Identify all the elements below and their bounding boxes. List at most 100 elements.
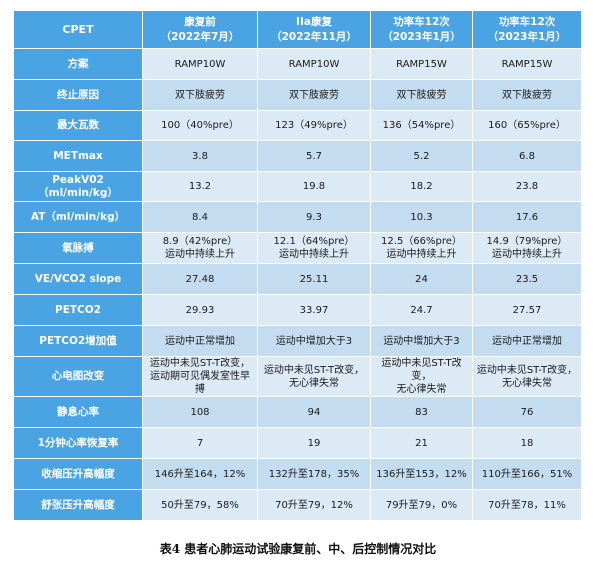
cell-line: 双下肢疲劳 <box>502 89 552 101</box>
table-cell: 运动中正常增加 <box>142 325 258 357</box>
cell-line: 70升至78，11% <box>488 499 566 511</box>
cell-line: RAMP10W <box>174 58 226 70</box>
cell-line: 运动中增加大于3 <box>383 335 460 347</box>
table-cell: 18 <box>472 427 582 459</box>
cell-line: 5.2 <box>413 150 430 162</box>
table-body: CPET 康复前 （2022年7月） IIa康复 （2022年11月） 功率车1… <box>13 10 582 521</box>
cell-line: 运动中持续上升 <box>492 249 562 260</box>
cell-line: 132升至178，35% <box>268 468 360 480</box>
cell-line: 33.97 <box>299 304 329 316</box>
row-label: PETCO2 <box>13 294 143 326</box>
table-cell: 5.7 <box>257 140 371 172</box>
cell-line: RAMP15W <box>396 58 447 70</box>
cell-line: 13.2 <box>188 181 212 192</box>
table-cell: 双下肢疲劳 <box>257 79 371 111</box>
table-row: 1分钟心率恢复率 7 19 21 18 <box>13 427 582 459</box>
table-cell: 10.3 <box>370 201 473 233</box>
table-cell: 79升至79，0% <box>370 489 473 521</box>
cell-line: 无心律失常 <box>289 377 339 389</box>
table-cell: 110升至166，51% <box>472 458 582 490</box>
cell-line: 运动中持续上升 <box>279 249 349 260</box>
table-cell: 12.1（64%pre） 运动中持续上升 <box>257 232 371 264</box>
header-row: CPET 康复前 （2022年7月） IIa康复 （2022年11月） 功率车1… <box>13 10 582 49</box>
table-row: 最大瓦数 100（40%pre） 123（49%pre） 136（54%pre） 160… <box>13 110 582 141</box>
table-row: METmax 3.8 5.7 5.2 6.8 <box>13 140 582 172</box>
table-cell: 50升至79，58% <box>142 489 258 521</box>
table-cell: 运动中未见ST-T改变， 无心律失常 <box>472 356 582 397</box>
cell-line: 9.3 <box>306 211 322 223</box>
table-cell: 136升至153，12% <box>370 458 473 490</box>
table-row: 终止原因 双下肢疲劳 双下肢疲劳 双下肢疲劳 双下肢疲劳 <box>13 79 582 111</box>
cell-line: 运动中增加大于3 <box>275 335 353 347</box>
table-cell: 双下肢疲劳 <box>370 79 473 111</box>
cell-line: 7 <box>196 437 204 449</box>
row-label: 舒张压升高幅度 <box>13 489 143 521</box>
row-label: VE/VCO2 slope <box>13 263 143 295</box>
table-cell: 运动中正常增加 <box>472 325 582 357</box>
table-cell: 13.2 <box>142 171 258 202</box>
cell-line: 运动期可见偶发室性早 <box>150 371 250 382</box>
cell-line: 19.8 <box>302 181 326 192</box>
cell-line: 10.3 <box>410 211 433 223</box>
table-cell: RAMP15W <box>370 48 473 80</box>
cell-line: 双下肢疲劳 <box>289 89 339 101</box>
table-cell: 24 <box>370 263 473 295</box>
table-cell: 132升至178，35% <box>257 458 371 490</box>
table-cell: 27.48 <box>142 263 258 295</box>
table-cell: 3.8 <box>142 140 258 172</box>
header-col-1: 康复前 （2022年7月） <box>142 10 258 49</box>
table-cell: RAMP15W <box>472 48 582 80</box>
cell-line: RAMP10W <box>288 58 340 70</box>
table-cell: 146升至164，12% <box>142 458 258 490</box>
table-cell: 8.9（42%pre） 运动中持续上升 <box>142 232 258 264</box>
table-cell: 14.9（79%pre） 运动中持续上升 <box>472 232 582 264</box>
cell-line: 23.8 <box>515 181 539 192</box>
table-row: AT（ml/min/kg） 8.4 9.3 10.3 17.6 <box>13 201 582 233</box>
cell-line: 25.11 <box>299 273 329 285</box>
cell-line: 18 <box>520 437 534 449</box>
cell-line: 136（54%pre） <box>382 120 461 131</box>
cell-line: 无心律失常 <box>396 384 447 395</box>
table-cell: 100（40%pre） <box>142 110 258 141</box>
table-cell: 19.8 <box>257 171 371 202</box>
table-row: 氧脉搏 8.9（42%pre） 运动中持续上升 12.1（64%pre） 运动中持续上升… <box>13 232 582 264</box>
cell-line: 运动中持续上升 <box>165 249 235 260</box>
row-label: 静息心率 <box>13 396 143 428</box>
cell-line: 146升至164，12% <box>154 468 246 480</box>
header-col-1-title: 康复前 <box>184 15 216 28</box>
table-cell: 108 <box>142 396 258 428</box>
cell-line: RAMP15W <box>501 58 553 70</box>
table-cell: 运动中增加大于3 <box>257 325 371 357</box>
header-col-3-title: 功率车12次 <box>393 15 450 28</box>
cell-line: 27.57 <box>512 304 542 316</box>
cell-line: 50升至79，58% <box>161 499 239 511</box>
cell-line: 搏 <box>195 384 205 395</box>
cell-line: 12.5（66%pre） <box>381 236 462 247</box>
table-cell: 双下肢疲劳 <box>142 79 258 111</box>
cell-line: 14.9（79%pre） <box>486 236 568 247</box>
header-col-4-date: （2023年1月） <box>487 30 567 43</box>
table-caption: 表4 患者心肺运动试验康复前、中、后控制情况对比 <box>159 542 437 556</box>
table-cell: 76 <box>472 396 582 428</box>
table-cell: 29.93 <box>142 294 258 326</box>
cpet-comparison-table: CPET 康复前 （2022年7月） IIa康复 （2022年11月） 功率车1… <box>13 10 582 521</box>
row-label: PeakV02（ml/min/kg） <box>13 171 143 202</box>
cell-line: 12.1（64%pre） <box>273 236 355 247</box>
cell-line: 108 <box>190 406 210 418</box>
table-cell: 5.2 <box>370 140 473 172</box>
table-cell: 6.8 <box>472 140 582 172</box>
table-cell: 运动中未见ST-T改变， 运动期可见偶发室性早搏 <box>142 356 258 397</box>
table-cell: 8.4 <box>142 201 258 233</box>
header-col-1-date: （2022年7月） <box>160 30 240 43</box>
cell-line: 100（40%pre） <box>161 120 239 131</box>
table-cell: 21 <box>370 427 473 459</box>
header-col-3-date: （2023年1月） <box>382 30 461 43</box>
cell-line: 运动中正常增加 <box>492 335 562 347</box>
cell-line: 18.2 <box>410 181 433 192</box>
table-cell: 136（54%pre） <box>370 110 473 141</box>
header-col-4: 功率车12次 （2023年1月） <box>472 10 582 49</box>
row-label: 心电图改变 <box>13 356 143 397</box>
cell-line: 21 <box>415 437 428 449</box>
cell-line: 27.48 <box>185 273 215 285</box>
table-cell: 18.2 <box>370 171 473 202</box>
